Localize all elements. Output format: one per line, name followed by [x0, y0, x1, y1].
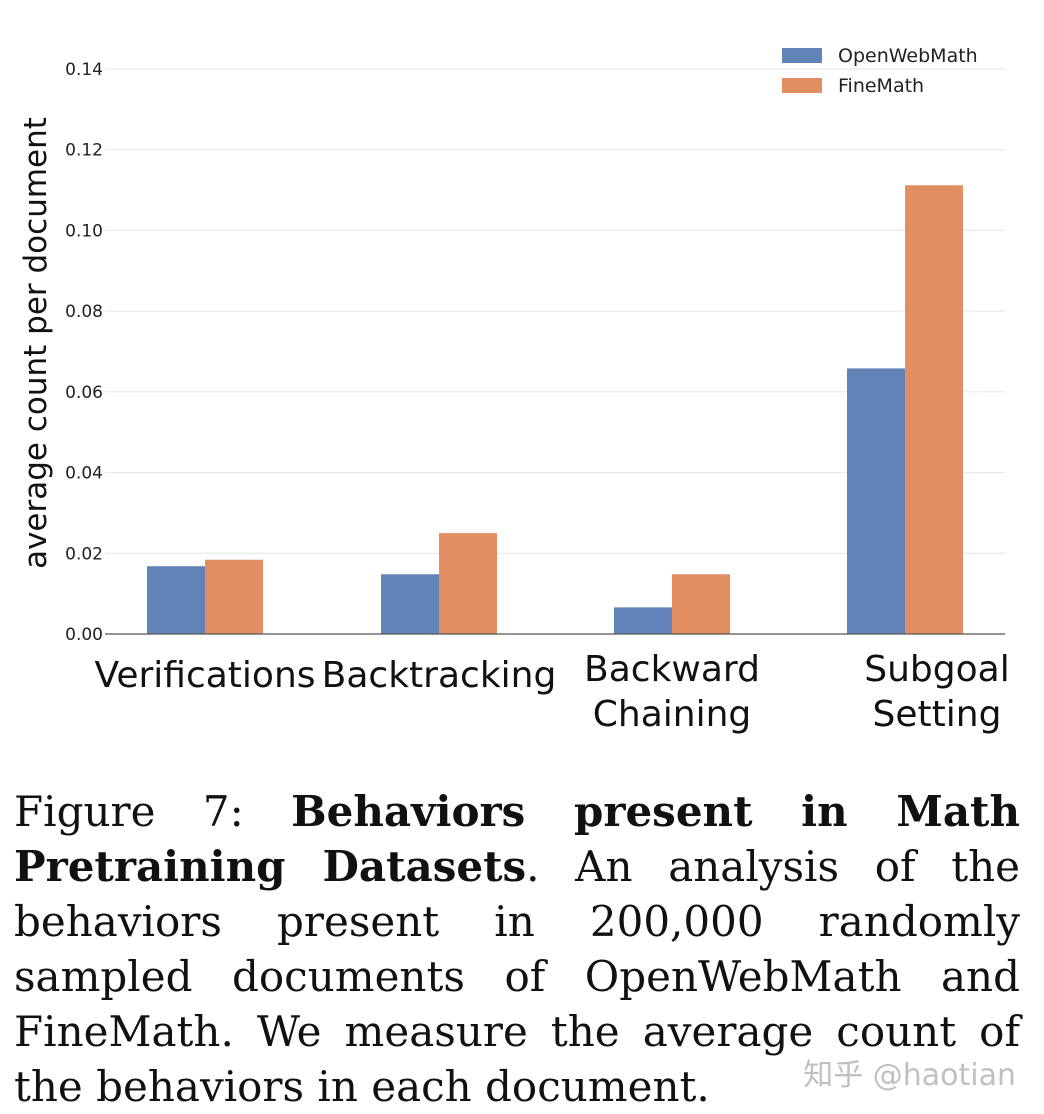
legend-swatch [782, 78, 822, 93]
y-tick-label: 0.00 [65, 625, 103, 645]
x-category-labels: Verifications Backtracking BackwardChainin… [94, 649, 1009, 735]
bar-finemath-2 [672, 574, 730, 634]
grid-lines [105, 68, 1005, 554]
x-category-label: Backtracking [322, 655, 557, 696]
legend-label: OpenWebMath [838, 45, 978, 67]
legend-swatch [782, 48, 822, 63]
y-axis-label: average count per document [18, 117, 54, 569]
y-tick-label: 0.12 [65, 141, 103, 161]
y-tick-label: 0.02 [65, 544, 103, 564]
x-category-label: Backward [584, 649, 760, 690]
x-category-label: Subgoal [864, 649, 1009, 690]
caption-label: Figure 7: [14, 787, 244, 836]
bar-openwebmath-2 [614, 607, 672, 634]
figure-caption: Figure 7: Behaviors present in Math Pret… [14, 784, 1020, 1114]
legend-label: FineMath [838, 75, 924, 97]
legend: OpenWebMath FineMath [782, 45, 978, 97]
bar-chart: 0.00 0.02 0.04 0.06 0.08 0.10 0.12 0.14 Verific… [18, 45, 1010, 735]
x-category-label: Setting [873, 694, 1002, 735]
y-tick-label: 0.08 [65, 302, 103, 322]
y-tick-label: 0.10 [65, 221, 103, 241]
bar-openwebmath-1 [381, 574, 439, 634]
y-tick-label: 0.06 [65, 383, 103, 403]
caption-title: Behaviors present in Math Pretraining Da… [14, 787, 1020, 891]
bar-finemath-1 [439, 533, 497, 634]
bar-finemath-3 [905, 185, 963, 634]
watermark: 知乎 @haotian [803, 1058, 1016, 1093]
bar-finemath-0 [205, 559, 263, 634]
x-category-label: Chaining [593, 694, 752, 735]
x-category-label: Verifications [94, 655, 315, 696]
bar-openwebmath-0 [147, 566, 205, 634]
bars [147, 185, 963, 634]
bar-openwebmath-3 [847, 368, 905, 634]
y-tick-label: 0.04 [65, 464, 103, 484]
y-tick-label: 0.14 [65, 60, 103, 80]
y-tick-labels: 0.00 0.02 0.04 0.06 0.08 0.10 0.12 0.14 [65, 60, 103, 645]
caption-body: . An analysis of the behaviors present i… [14, 842, 1021, 1111]
